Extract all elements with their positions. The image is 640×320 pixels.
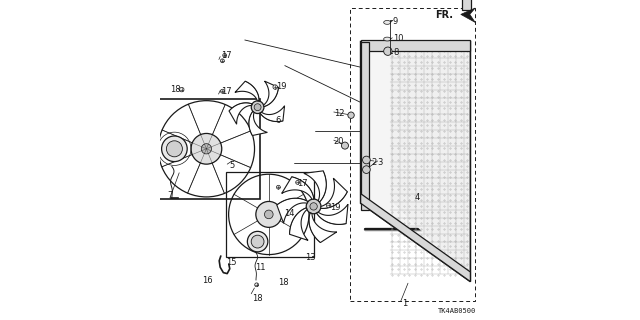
Circle shape: [348, 112, 355, 118]
Text: 15: 15: [226, 258, 236, 267]
Circle shape: [220, 89, 225, 93]
Text: 3: 3: [378, 158, 383, 167]
Text: 13: 13: [305, 253, 316, 262]
Circle shape: [179, 87, 184, 92]
Circle shape: [273, 85, 278, 89]
Polygon shape: [317, 204, 348, 224]
Text: 17: 17: [221, 51, 232, 60]
Bar: [351, 8, 475, 301]
Bar: [462, 0, 471, 10]
Circle shape: [342, 142, 348, 149]
Polygon shape: [361, 42, 470, 282]
Circle shape: [362, 166, 370, 173]
Circle shape: [252, 235, 264, 248]
Text: FR.: FR.: [435, 10, 453, 20]
Text: 8: 8: [393, 48, 398, 57]
Circle shape: [256, 202, 282, 227]
Text: 4: 4: [415, 193, 420, 202]
Polygon shape: [461, 8, 475, 22]
Text: 17: 17: [297, 180, 308, 188]
Circle shape: [296, 180, 300, 184]
Polygon shape: [309, 213, 337, 243]
Circle shape: [307, 199, 321, 214]
Circle shape: [276, 185, 280, 189]
Polygon shape: [289, 208, 308, 240]
Text: 16: 16: [202, 276, 212, 285]
Polygon shape: [361, 194, 470, 282]
Circle shape: [191, 133, 222, 164]
Circle shape: [255, 283, 259, 287]
Polygon shape: [304, 171, 326, 202]
Circle shape: [223, 53, 227, 57]
Polygon shape: [390, 46, 468, 278]
Text: 18: 18: [252, 294, 263, 303]
Polygon shape: [277, 198, 308, 223]
Bar: [361, 40, 470, 51]
Polygon shape: [249, 111, 268, 135]
Text: 6: 6: [276, 116, 281, 125]
Text: 11: 11: [255, 263, 266, 272]
Text: TK4AB0500: TK4AB0500: [438, 308, 476, 314]
Polygon shape: [235, 81, 259, 101]
Text: 12: 12: [334, 109, 344, 118]
Ellipse shape: [384, 20, 390, 24]
Circle shape: [220, 59, 225, 63]
Text: 14: 14: [284, 209, 294, 218]
Bar: [361, 42, 369, 210]
Circle shape: [362, 156, 370, 164]
Polygon shape: [229, 103, 252, 124]
Text: 18: 18: [278, 278, 289, 287]
Circle shape: [264, 210, 273, 219]
Text: 5: 5: [230, 161, 235, 170]
Text: 20: 20: [334, 137, 344, 146]
Text: 2: 2: [372, 158, 377, 167]
Text: 17: 17: [221, 87, 232, 96]
Circle shape: [383, 47, 392, 55]
Text: 18: 18: [170, 85, 180, 94]
Text: 19: 19: [330, 203, 340, 212]
Polygon shape: [260, 106, 285, 122]
Polygon shape: [264, 81, 278, 107]
Text: 9: 9: [393, 17, 398, 26]
Circle shape: [254, 104, 261, 111]
Circle shape: [201, 144, 211, 154]
Text: 7: 7: [167, 191, 172, 200]
Text: 10: 10: [393, 34, 403, 43]
Circle shape: [252, 101, 264, 114]
Circle shape: [326, 203, 331, 208]
Circle shape: [310, 203, 317, 210]
Circle shape: [161, 136, 188, 162]
Polygon shape: [282, 177, 314, 199]
Text: 19: 19: [276, 82, 286, 91]
Circle shape: [166, 141, 182, 157]
Ellipse shape: [384, 37, 390, 41]
Text: 1: 1: [402, 299, 407, 308]
Circle shape: [248, 231, 268, 252]
Polygon shape: [321, 178, 348, 208]
